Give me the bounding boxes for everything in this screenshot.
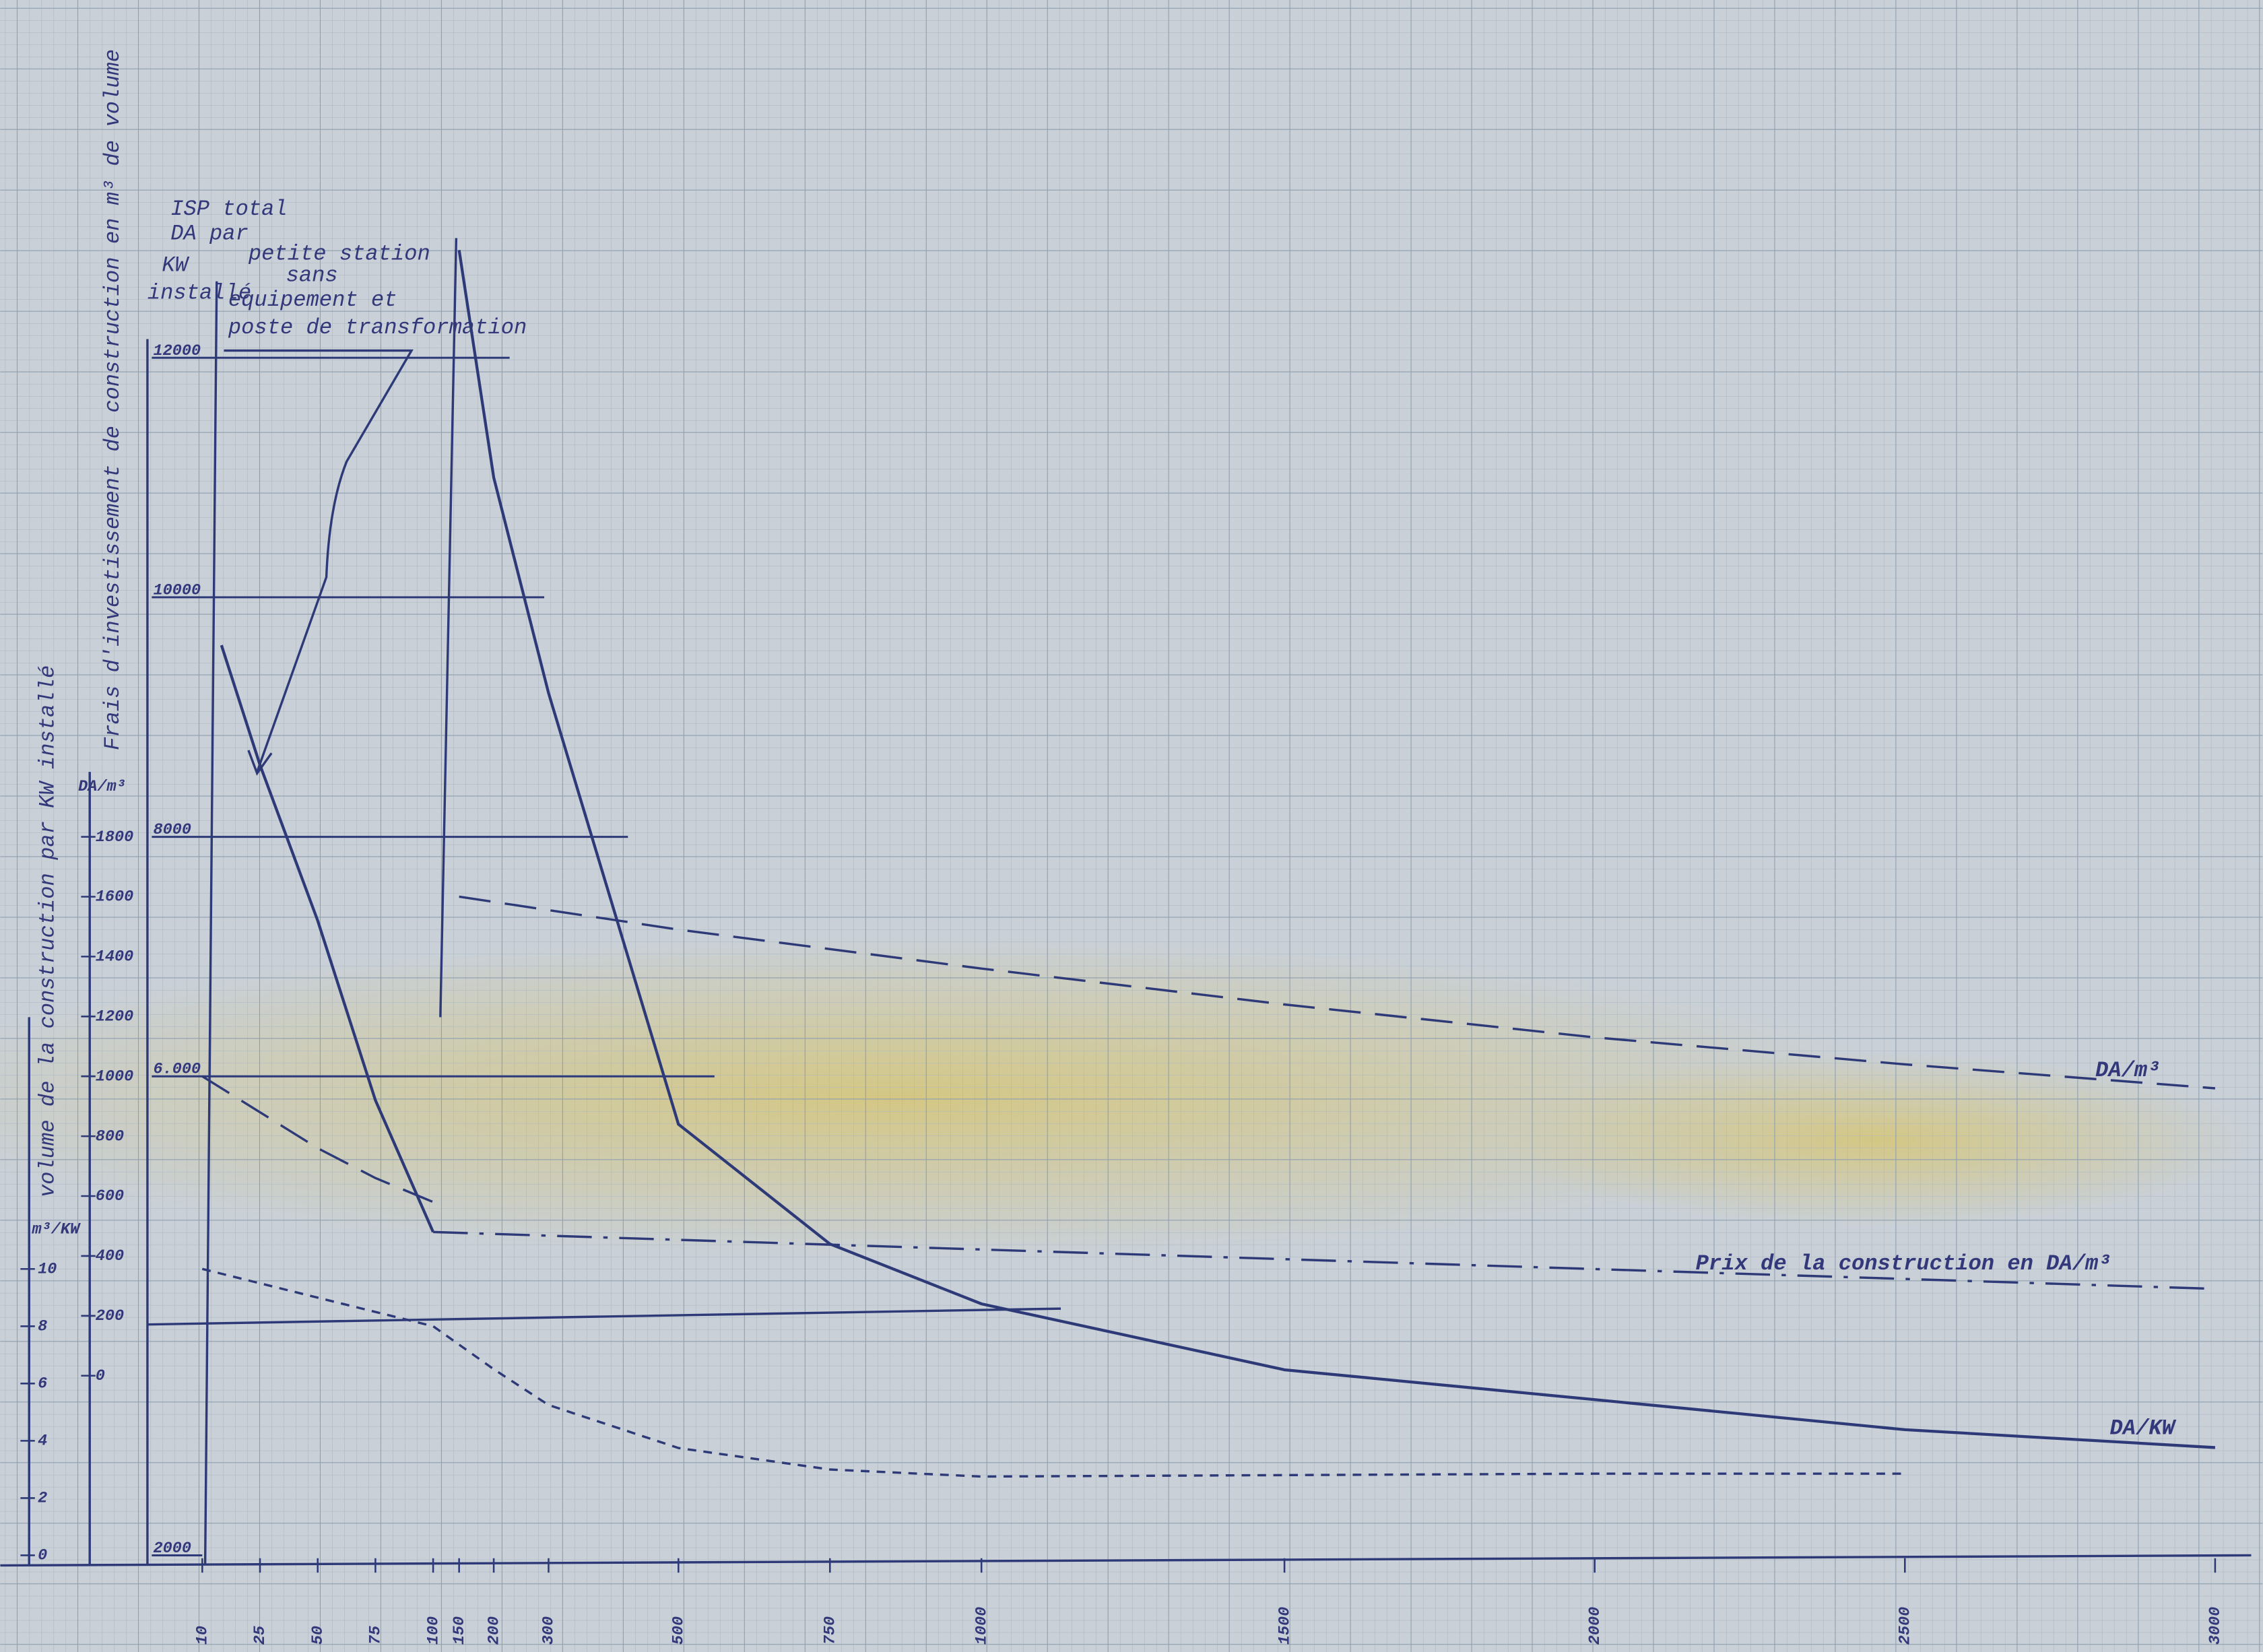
y2-tick-label: 1600 [96, 888, 134, 906]
y-tick-label: 2000 [153, 1540, 191, 1558]
annotation: ISP total [170, 197, 288, 222]
x-tick-label: 3000 [2206, 1607, 2225, 1645]
annotation: sans [286, 263, 338, 288]
y2-axis-title: Frais d'investissement de construction e… [100, 49, 125, 750]
series-label: DA/m³ [2095, 1058, 2160, 1083]
y2-tick-label: 0 [96, 1367, 105, 1385]
series-label: Prix de la construction en DA/m³ [1696, 1251, 2111, 1276]
y2-tick-label: 600 [96, 1187, 124, 1205]
y-tick-label: 10000 [153, 581, 201, 599]
y2-tick-label: 1400 [96, 948, 134, 966]
x-tick-label: 50 [309, 1626, 327, 1645]
y3-tick-label: 0 [38, 1547, 47, 1565]
y3-unit: m³/KW [32, 1221, 81, 1239]
x-tick-label: 750 [821, 1616, 839, 1645]
y3-axis-title: volume de la construction par KW install… [36, 665, 61, 1197]
y3-tick-label: 2 [38, 1490, 47, 1508]
annotation: petite station [248, 242, 430, 267]
y3-tick-label: 6 [38, 1375, 47, 1393]
x-tick-label: 1500 [1276, 1607, 1294, 1645]
y2-unit: DA/m³ [78, 778, 126, 796]
x-tick-label: 2500 [1897, 1607, 1915, 1645]
y2-tick-label: 800 [96, 1127, 124, 1146]
x-tick-label: 75 [367, 1626, 385, 1645]
annotation: DA par [170, 222, 249, 246]
y2-tick-label: 200 [96, 1307, 124, 1325]
series-label: DA/KW [2110, 1416, 2177, 1441]
x-tick-label: 300 [540, 1616, 558, 1645]
x-tick-label: 150 [451, 1616, 469, 1645]
chart: volume de la construction par KW install… [0, 0, 2263, 1652]
x-tick-label: 500 [670, 1616, 688, 1645]
y-tick-label: 12000 [153, 342, 201, 360]
annotation: equipement et [228, 288, 397, 312]
x-tick-label: 1000 [973, 1607, 991, 1645]
x-tick-label: 200 [485, 1616, 503, 1645]
y2-tick-label: 1000 [96, 1067, 134, 1086]
x-tick-label: 10 [194, 1626, 212, 1645]
y-tick-label: 6.000 [153, 1061, 201, 1079]
y3-tick-label: 10 [38, 1260, 57, 1278]
y3-tick-label: 8 [38, 1318, 47, 1336]
y3-tick-label: 4 [38, 1432, 47, 1451]
y2-tick-label: 1800 [96, 828, 134, 847]
annotation: KW [162, 253, 189, 278]
y-tick-label: 8000 [153, 821, 191, 839]
y2-tick-label: 1200 [96, 1008, 134, 1026]
y2-tick-label: 400 [96, 1247, 124, 1265]
x-tick-label: 2000 [1586, 1607, 1604, 1645]
x-tick-label: 100 [424, 1616, 442, 1645]
annotation: poste de transformation [228, 315, 527, 340]
x-tick-label: 25 [251, 1626, 269, 1645]
